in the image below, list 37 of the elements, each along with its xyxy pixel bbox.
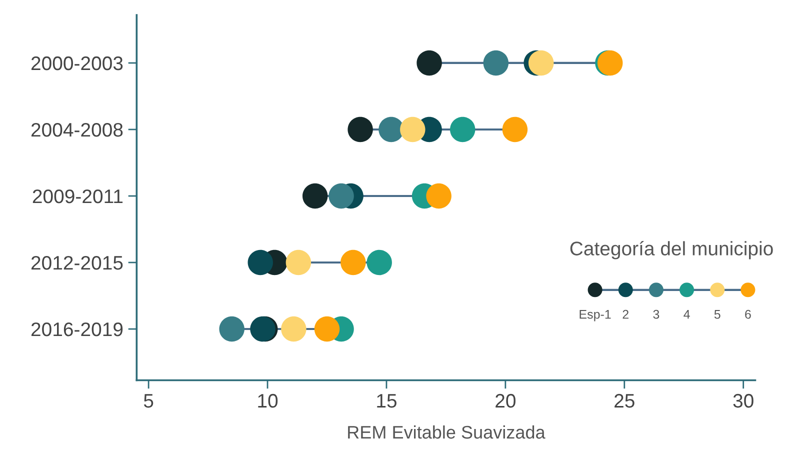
point — [502, 116, 528, 142]
x-tick-label: 10 — [258, 394, 278, 408]
point — [416, 50, 442, 76]
legend-label: 5 — [714, 310, 720, 319]
point — [340, 250, 366, 276]
point — [400, 116, 426, 142]
x-tick-label: 20 — [496, 394, 516, 408]
y-tick-label: 2004-2008 — [31, 122, 123, 137]
point — [450, 116, 476, 142]
point — [426, 183, 452, 209]
point — [328, 183, 354, 209]
point — [302, 183, 328, 209]
point — [378, 116, 404, 142]
point — [219, 316, 244, 342]
point — [314, 316, 340, 342]
x-tick-label: 25 — [614, 394, 634, 408]
legend-label: Esp-1 — [580, 310, 611, 322]
x-tick-label: 30 — [733, 394, 754, 408]
legend-label: 4 — [684, 310, 690, 319]
legend-title: Categoría del municipio — [570, 240, 773, 260]
point — [286, 250, 312, 276]
x-tick-label: 5 — [144, 394, 154, 408]
point — [366, 250, 392, 276]
legend-label: 2 — [622, 310, 628, 319]
legend-label: 3 — [653, 310, 660, 319]
x-axis-title: REM Evitable Suavizada — [348, 425, 546, 439]
x-tick-label: 15 — [377, 394, 396, 408]
point — [248, 250, 273, 276]
y-tick-label: 2012-2015 — [31, 256, 123, 270]
point — [281, 316, 306, 342]
y-tick-label: 2000-2003 — [31, 56, 123, 70]
y-tick-label: 2016-2019 — [31, 322, 123, 336]
legend-label: 6 — [745, 310, 751, 319]
point — [483, 50, 509, 76]
y-tick-label: 2009-2011 — [32, 189, 123, 204]
point — [348, 116, 373, 142]
point — [528, 50, 554, 76]
